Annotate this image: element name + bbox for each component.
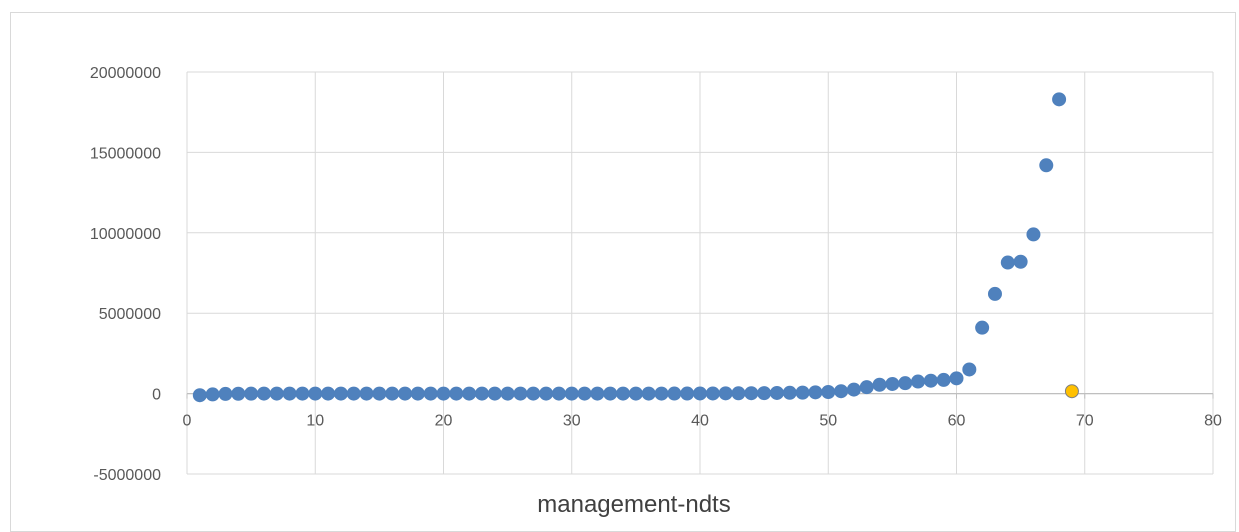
x-tick-label: 10 (306, 413, 324, 430)
data-point (269, 386, 284, 401)
y-tick-label: 5000000 (99, 306, 161, 323)
data-point (398, 386, 413, 401)
y-tick-label: -5000000 (93, 467, 161, 484)
data-point (564, 386, 579, 401)
data-point (680, 386, 695, 401)
data-point (885, 376, 900, 391)
data-point (539, 386, 554, 401)
x-tick-label: 30 (563, 413, 581, 430)
data-point (308, 386, 323, 401)
data-point (513, 386, 528, 401)
data-point (757, 386, 772, 401)
x-tick-label: 40 (691, 413, 709, 430)
data-point (1052, 92, 1067, 107)
x-axis-label: management-ndts (537, 491, 730, 518)
data-point (590, 386, 605, 401)
data-point (436, 386, 451, 401)
data-point (923, 373, 938, 388)
data-point (1026, 227, 1041, 242)
data-point (718, 386, 733, 401)
data-point (372, 386, 387, 401)
x-tick-label: 70 (1076, 413, 1094, 430)
data-point (333, 386, 348, 401)
data-point (744, 386, 759, 401)
data-point (346, 386, 361, 401)
y-tick-label: 15000000 (90, 145, 161, 162)
data-point (218, 386, 233, 401)
data-point (295, 386, 310, 401)
data-point (231, 386, 246, 401)
x-tick-label: 50 (819, 413, 837, 430)
data-point (256, 386, 271, 401)
data-point (872, 377, 887, 392)
data-point (603, 386, 618, 401)
data-point (500, 386, 515, 401)
y-tick-label: 20000000 (90, 65, 161, 82)
data-point (987, 286, 1002, 301)
data-point (936, 372, 951, 387)
data-point (205, 387, 220, 402)
x-tick-label: 0 (183, 413, 192, 430)
data-point (551, 386, 566, 401)
data-point (962, 362, 977, 377)
data-point (667, 386, 682, 401)
y-tick-labels: 20000000 15000000 10000000 5000000 0 -5000000 (90, 65, 161, 484)
x-tick-label: 60 (948, 413, 966, 430)
data-point (834, 384, 849, 399)
data-point (628, 386, 643, 401)
data-point (462, 386, 477, 401)
data-point (705, 386, 720, 401)
data-point (1000, 255, 1015, 270)
data-point (769, 385, 784, 400)
data-point (731, 386, 746, 401)
data-point (577, 386, 592, 401)
gridlines (186, 71, 1214, 475)
data-point (859, 380, 874, 395)
data-point (359, 386, 374, 401)
data-point (423, 386, 438, 401)
y-tick-label: 0 (152, 387, 161, 404)
data-point (808, 385, 823, 400)
data-point (1064, 384, 1079, 399)
data-point (821, 384, 836, 399)
data-point (782, 385, 797, 400)
data-point (846, 382, 861, 397)
data-point (898, 376, 913, 391)
x-tick-label: 20 (435, 413, 453, 430)
data-point (616, 386, 631, 401)
data-point (410, 386, 425, 401)
x-tick-labels: 0 10 20 30 40 50 60 70 80 (183, 413, 1222, 430)
data-point (1039, 158, 1054, 173)
data-points (192, 92, 1079, 403)
data-point (244, 386, 259, 401)
data-point (192, 388, 207, 403)
data-point (526, 386, 541, 401)
data-point (693, 386, 707, 401)
scatter-chart: 20000000 15000000 10000000 5000000 0 -5000000… (90, 65, 1222, 518)
data-point (975, 320, 990, 335)
y-tick-label: 10000000 (90, 226, 161, 243)
data-point (487, 386, 502, 401)
data-point (385, 386, 400, 401)
data-point (449, 386, 464, 401)
data-point (949, 371, 964, 386)
chart-area (10, 12, 1236, 532)
data-point (1013, 254, 1028, 269)
data-point (911, 374, 926, 389)
data-point (641, 386, 656, 401)
x-tick-label: 80 (1204, 413, 1222, 430)
data-point (282, 386, 297, 401)
data-point (321, 386, 336, 401)
data-point (654, 386, 669, 401)
data-point (474, 386, 489, 401)
data-point (795, 385, 810, 400)
